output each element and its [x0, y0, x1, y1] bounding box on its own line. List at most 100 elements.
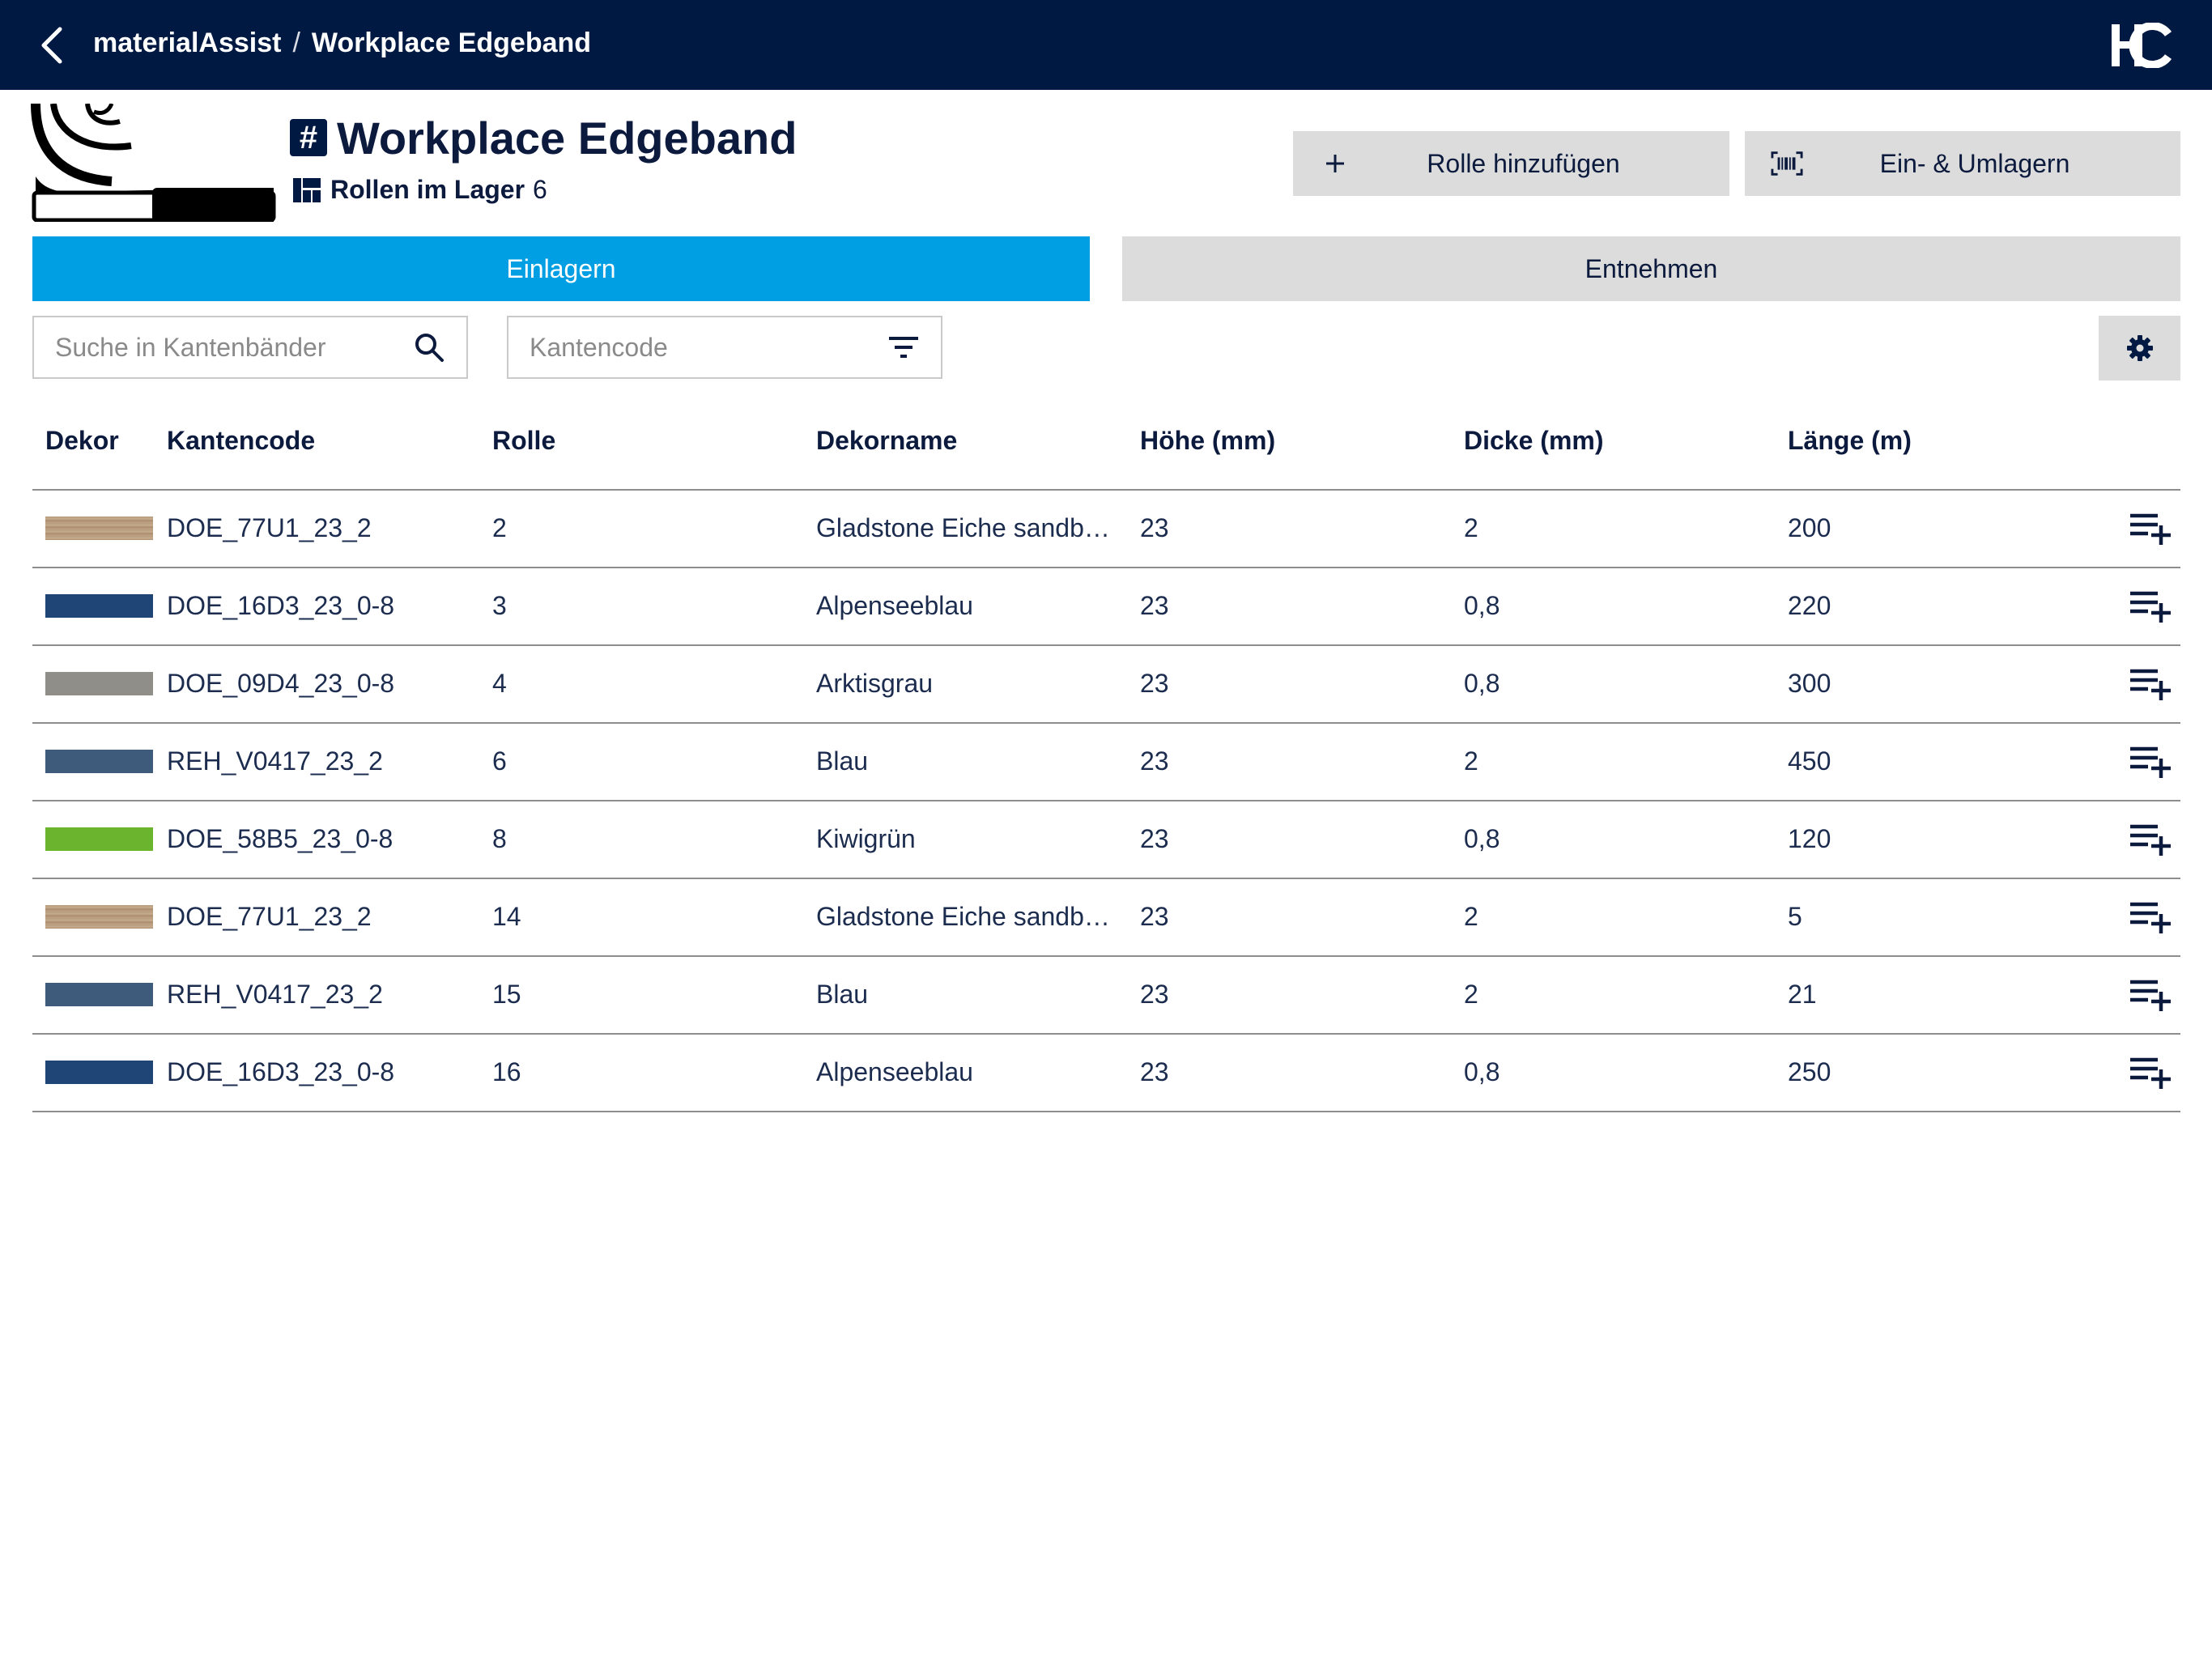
- table-header: Dekor Kantencode Rolle Dekorname Höhe (m…: [32, 397, 2180, 491]
- cell-kantencode: DOE_58B5_23_0-8: [167, 824, 393, 853]
- col-dekor[interactable]: Dekor: [45, 426, 119, 455]
- hc-logo: HC: [2112, 23, 2172, 68]
- edgeband-table: Dekor Kantencode Rolle Dekorname Höhe (m…: [32, 397, 2180, 1112]
- app-bar: materialAssist / Workplace Edgeband HC: [0, 0, 2212, 90]
- cell-kantencode: REH_V0417_23_2: [167, 980, 383, 1009]
- cell-rolle: 8: [492, 824, 507, 853]
- stock-label: Rollen im Lager: [330, 175, 525, 204]
- cell-hoehe: 23: [1140, 513, 1169, 542]
- cell-dicke: 2: [1464, 902, 1478, 931]
- table-row[interactable]: DOE_09D4_23_0-8 4 Arktisgrau 23 0,8 300: [32, 646, 2180, 724]
- playlist-add-icon[interactable]: [2128, 662, 2175, 706]
- cell-rolle: 16: [492, 1057, 521, 1086]
- stock-summary: Rollen im Lager 6: [293, 175, 547, 205]
- edge-code-filter: [507, 316, 942, 379]
- hash-icon: #: [290, 119, 327, 156]
- cell-kantencode: REH_V0417_23_2: [167, 746, 383, 776]
- col-hoehe[interactable]: Höhe (mm): [1140, 426, 1276, 455]
- cell-dekorname: Blau: [816, 980, 869, 1009]
- cell-kantencode: DOE_77U1_23_2: [167, 902, 372, 931]
- add-roll-label: Rolle hinzufügen: [1427, 148, 1620, 178]
- search-icon[interactable]: [410, 328, 449, 367]
- table-row[interactable]: REH_V0417_23_2 15 Blau 23 2 21: [32, 957, 2180, 1035]
- decor-swatch: [45, 750, 153, 773]
- search-input[interactable]: [53, 331, 410, 363]
- cell-laenge: 300: [1788, 669, 1831, 698]
- cell-laenge: 200: [1788, 513, 1831, 542]
- edgeband-roll-illustration: [31, 104, 276, 222]
- cell-rolle: 15: [492, 980, 521, 1009]
- cell-dekorname: Alpenseeblau: [816, 591, 973, 620]
- decor-swatch: [45, 905, 153, 929]
- table-row[interactable]: DOE_16D3_23_0-8 3 Alpenseeblau 23 0,8 22…: [32, 568, 2180, 646]
- decor-swatch: [45, 517, 153, 540]
- cell-hoehe: 23: [1140, 824, 1169, 853]
- decor-swatch: [45, 672, 153, 695]
- playlist-add-icon[interactable]: [2128, 740, 2175, 784]
- cell-dicke: 0,8: [1464, 591, 1500, 620]
- tab-einlagern[interactable]: Einlagern: [32, 236, 1090, 301]
- cell-dekorname: Arktisgrau: [816, 669, 934, 698]
- playlist-add-icon[interactable]: [2128, 1051, 2175, 1095]
- breadcrumb-root[interactable]: materialAssist: [93, 28, 282, 58]
- table-row[interactable]: DOE_77U1_23_2 14 Gladstone Eiche sandbei…: [32, 879, 2180, 957]
- cell-hoehe: 23: [1140, 1057, 1169, 1086]
- col-laenge[interactable]: Länge (m): [1788, 426, 1912, 455]
- cell-hoehe: 23: [1140, 902, 1169, 931]
- cell-laenge: 5: [1788, 902, 1802, 931]
- breadcrumb: materialAssist / Workplace Edgeband: [93, 28, 591, 59]
- table-body: DOE_77U1_23_2 2 Gladstone Eiche sandbeig…: [32, 491, 2180, 1112]
- cell-dicke: 0,8: [1464, 824, 1500, 853]
- col-kantencode[interactable]: Kantencode: [167, 426, 316, 455]
- table-row[interactable]: REH_V0417_23_2 6 Blau 23 2 450: [32, 724, 2180, 801]
- search-field: [32, 316, 468, 379]
- filter-icon[interactable]: [884, 328, 923, 367]
- cell-hoehe: 23: [1140, 669, 1169, 698]
- add-roll-button[interactable]: Rolle hinzufügen: [1293, 131, 1729, 196]
- page-title: Workplace Edgeband: [337, 112, 798, 164]
- barcode-scan-icon: [1771, 147, 1803, 180]
- page-title-row: # Workplace Edgeband: [290, 112, 798, 164]
- decor-swatch: [45, 827, 153, 851]
- playlist-add-icon[interactable]: [2128, 585, 2175, 628]
- plus-icon: [1319, 147, 1351, 180]
- col-rolle[interactable]: Rolle: [492, 426, 556, 455]
- cell-kantencode: DOE_16D3_23_0-8: [167, 591, 395, 620]
- cell-rolle: 2: [492, 513, 507, 542]
- cell-dicke: 2: [1464, 746, 1478, 776]
- playlist-add-icon[interactable]: [2128, 818, 2175, 861]
- cell-dicke: 0,8: [1464, 669, 1500, 698]
- cell-dekorname: Gladstone Eiche sandbeige: [816, 902, 1116, 931]
- cell-kantencode: DOE_77U1_23_2: [167, 513, 372, 542]
- cell-hoehe: 23: [1140, 591, 1169, 620]
- playlist-add-icon[interactable]: [2128, 507, 2175, 551]
- cell-kantencode: DOE_09D4_23_0-8: [167, 669, 395, 698]
- table-row[interactable]: DOE_16D3_23_0-8 16 Alpenseeblau 23 0,8 2…: [32, 1035, 2180, 1112]
- playlist-add-icon[interactable]: [2128, 895, 2175, 939]
- playlist-add-icon[interactable]: [2128, 973, 2175, 1017]
- cell-laenge: 250: [1788, 1057, 1831, 1086]
- tab-entnehmen[interactable]: Entnehmen: [1122, 236, 2180, 301]
- cell-kantencode: DOE_16D3_23_0-8: [167, 1057, 395, 1086]
- cell-laenge: 120: [1788, 824, 1831, 853]
- breadcrumb-separator: /: [292, 28, 300, 58]
- stock-count: 6: [533, 175, 547, 204]
- cell-laenge: 21: [1788, 980, 1817, 1009]
- back-arrow-icon[interactable]: [36, 24, 68, 66]
- col-dicke[interactable]: Dicke (mm): [1464, 426, 1604, 455]
- cell-dekorname: Alpenseeblau: [816, 1057, 973, 1086]
- table-row[interactable]: DOE_77U1_23_2 2 Gladstone Eiche sandbeig…: [32, 491, 2180, 568]
- cell-dekorname: Gladstone Eiche sandbeige: [816, 513, 1116, 542]
- store-relocate-label: Ein- & Umlagern: [1879, 148, 2070, 178]
- col-dekorname[interactable]: Dekorname: [816, 426, 958, 455]
- cell-dekorname: Blau: [816, 746, 869, 776]
- edge-code-input[interactable]: [528, 331, 884, 363]
- decor-swatch: [45, 594, 153, 618]
- cell-dicke: 2: [1464, 513, 1478, 542]
- cell-rolle: 3: [492, 591, 507, 620]
- table-row[interactable]: DOE_58B5_23_0-8 8 Kiwigrün 23 0,8 120: [32, 801, 2180, 879]
- cell-rolle: 4: [492, 669, 507, 698]
- store-relocate-button[interactable]: Ein- & Umlagern: [1745, 131, 2180, 196]
- breadcrumb-current: Workplace Edgeband: [311, 28, 592, 58]
- settings-button[interactable]: [2099, 316, 2180, 380]
